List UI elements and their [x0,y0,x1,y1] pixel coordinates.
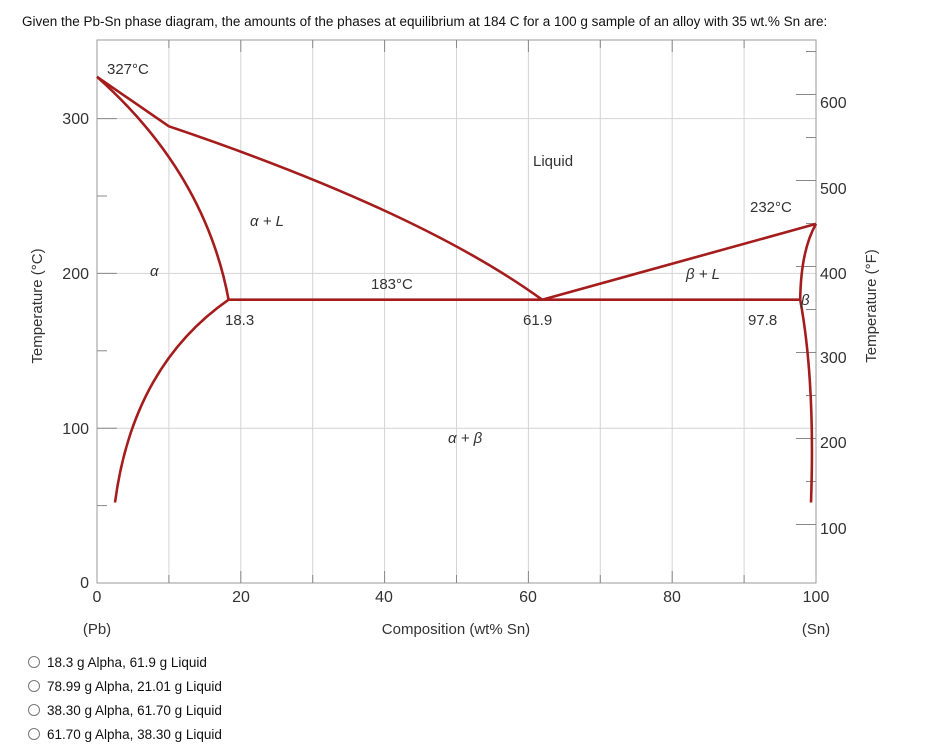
y-left-tick-label: 0 [80,575,89,592]
y-right-tick-label: 500 [820,181,847,198]
beta-solubility-label: 97.8 [748,312,777,329]
x-tick-label: 40 [375,589,393,606]
solidus-right-curve [798,223,818,300]
solvus-right-curve [798,299,814,503]
answer-option[interactable]: 61.70 g Alpha, 38.30 g Liquid [28,722,222,746]
sn-end-label: (Sn) [802,621,830,638]
solvus-left-curve [113,298,230,503]
y-right-tick-label: 400 [820,266,847,283]
eutectic-composition-label: 61.9 [523,312,552,329]
option-label: 18.3 g Alpha, 61.9 g Liquid [47,654,207,670]
question-text: Given the Pb-Sn phase diagram, the amoun… [22,14,828,29]
x-tick-label: 0 [93,589,102,606]
alpha-liquid-region-label: α + L [250,213,284,230]
radio-button[interactable] [28,656,40,668]
pb-melting-label: 327°C [107,61,149,78]
radio-button[interactable] [28,680,40,692]
eutectic-temp-label: 183°C [371,276,413,293]
answer-option[interactable]: 38.30 g Alpha, 61.70 g Liquid [28,698,222,722]
beta-liquid-region-label: β + L [685,266,720,283]
alpha-region-label: α [150,263,159,280]
solidus-left-curve [96,75,230,300]
option-label: 61.70 g Alpha, 38.30 g Liquid [47,726,222,742]
y-left-tick-label: 200 [62,266,89,283]
x-axis-title: Composition (wt% Sn) [382,621,530,638]
y-right-tick-label: 600 [820,95,847,112]
y-right-axis-title: Temperature (°F) [863,249,880,363]
x-tick-label: 80 [663,589,681,606]
alpha-solubility-label: 18.3 [225,312,254,329]
phase-boundaries [96,75,818,503]
y-right-tick-label: 300 [820,350,847,367]
beta-region-label: β [800,292,810,309]
answer-option[interactable]: 18.3 g Alpha, 61.9 g Liquid [28,650,222,674]
radio-button[interactable] [28,728,40,740]
x-tick-label: 100 [803,589,830,606]
y-right-tick-label: 200 [820,435,847,452]
radio-button[interactable] [28,704,40,716]
y-left-axis-title: Temperature (°C) [29,248,46,363]
x-tick-label: 20 [232,589,250,606]
pb-end-label: (Pb) [83,621,111,638]
liquid-region-label: Liquid [533,153,573,170]
liquidus-right-curve [541,222,817,301]
liquidus-left-curve [96,75,543,301]
option-label: 38.30 g Alpha, 61.70 g Liquid [47,702,222,718]
x-tick-label: 60 [519,589,537,606]
answer-options: 18.3 g Alpha, 61.9 g Liquid 78.99 g Alph… [28,650,222,746]
option-label: 78.99 g Alpha, 21.01 g Liquid [47,678,222,694]
grid-lines [97,40,816,583]
y-right-tick-label: 100 [820,521,847,538]
y-left-tick-label: 300 [62,111,89,128]
sn-melting-label: 232°C [750,199,792,216]
alpha-beta-region-label: α + β [448,430,483,447]
answer-option[interactable]: 78.99 g Alpha, 21.01 g Liquid [28,674,222,698]
y-left-tick-label: 100 [62,421,89,438]
